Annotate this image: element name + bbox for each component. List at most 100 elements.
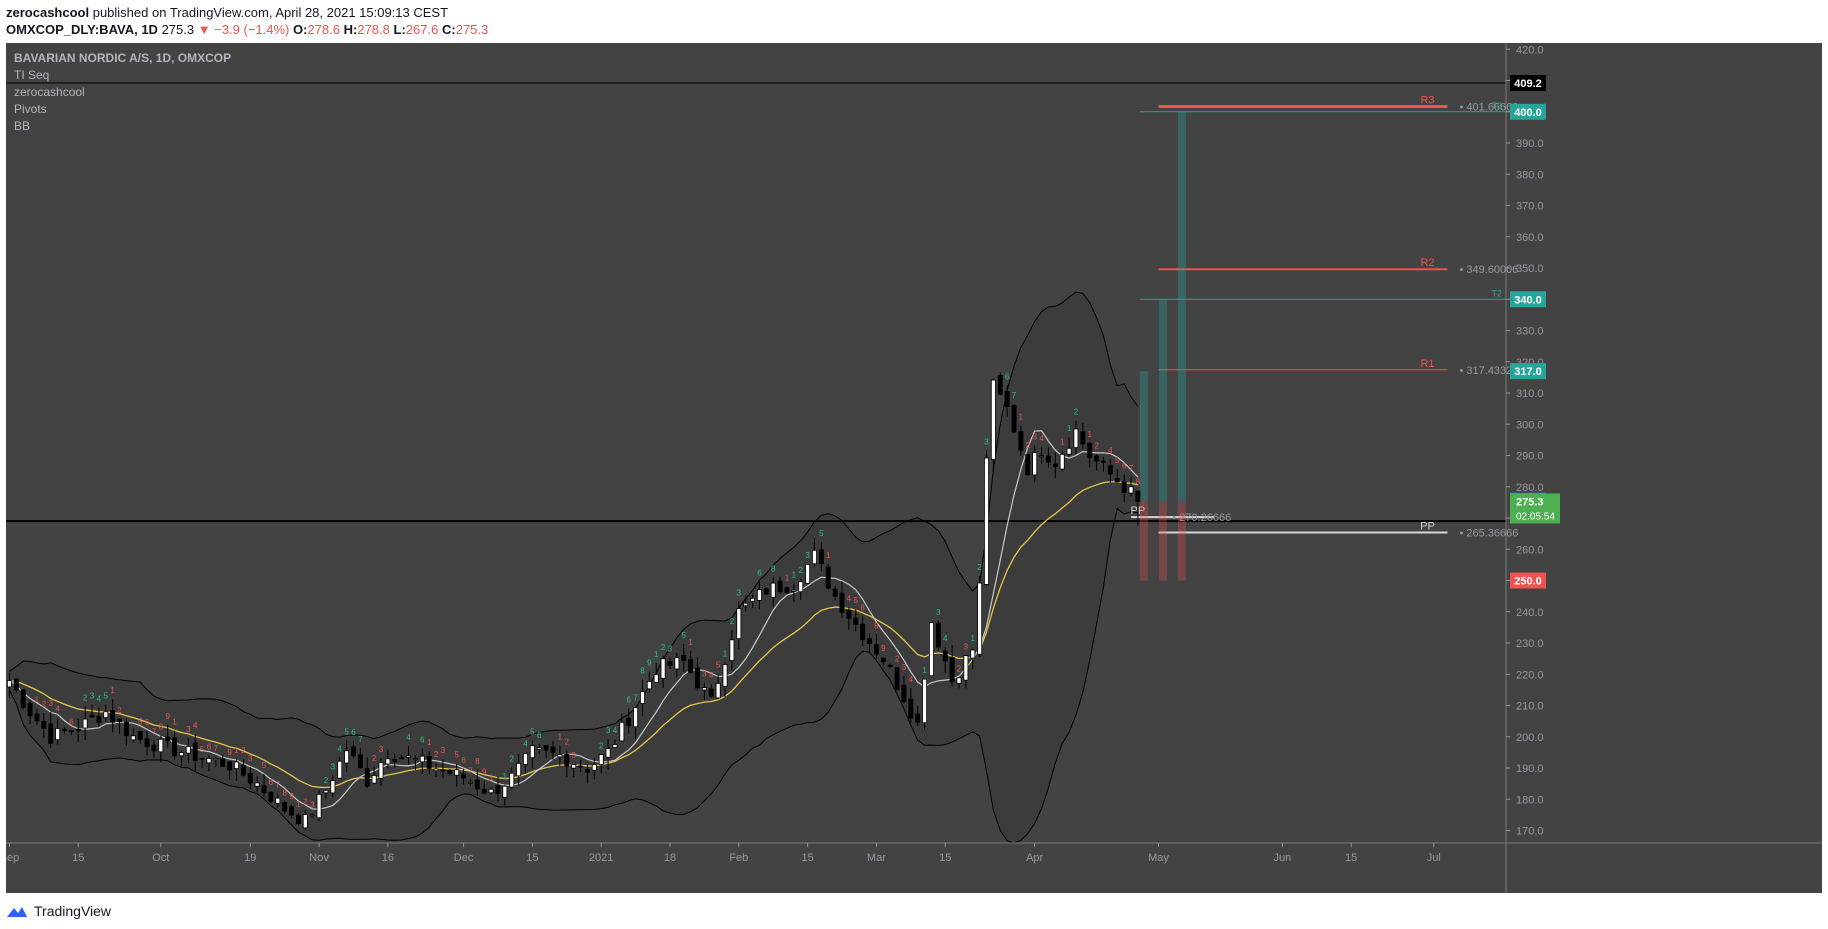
seq-count: 1 bbox=[35, 696, 40, 705]
candle bbox=[977, 575, 983, 657]
candle bbox=[812, 538, 817, 567]
stop-zone bbox=[1177, 501, 1186, 581]
candle bbox=[151, 740, 157, 758]
candle bbox=[330, 775, 336, 798]
bb-fill bbox=[9, 292, 1138, 844]
candle-body bbox=[1045, 455, 1051, 463]
candle bbox=[282, 801, 288, 815]
candle-body bbox=[963, 655, 969, 681]
seq-count: 7 bbox=[1012, 391, 1017, 400]
seq-count: 4 bbox=[406, 733, 411, 742]
candle-body bbox=[123, 721, 129, 737]
candle bbox=[1004, 385, 1010, 417]
seq-count: 2 bbox=[895, 655, 900, 664]
seq-count: 8 bbox=[159, 723, 164, 732]
pivot-label: R1 bbox=[1420, 358, 1434, 370]
candle bbox=[378, 758, 384, 786]
candle bbox=[990, 378, 996, 472]
candle bbox=[681, 644, 687, 672]
x-tick-label: Jul bbox=[1427, 852, 1441, 864]
seq-count: 1 bbox=[826, 551, 831, 560]
x-tick-label: Jun bbox=[1274, 852, 1292, 864]
x-tick-label: Feb bbox=[729, 852, 748, 864]
seq-count: 2 bbox=[1026, 441, 1031, 450]
candle-body bbox=[1114, 478, 1120, 483]
candle-body bbox=[873, 644, 879, 655]
candle bbox=[984, 450, 989, 587]
seq-count: 1 bbox=[922, 666, 927, 675]
position-tool[interactable]: T3 T2 bbox=[1139, 101, 1506, 581]
seq-count: 8 bbox=[771, 565, 776, 574]
candle-body bbox=[323, 789, 329, 794]
candle bbox=[433, 763, 439, 777]
countdown-text: 02:05:54 bbox=[1516, 511, 1555, 522]
candle bbox=[117, 718, 122, 734]
candle-body bbox=[20, 689, 26, 708]
candle bbox=[1052, 452, 1058, 479]
seq-count: 8 bbox=[282, 789, 287, 798]
author-name[interactable]: zerocashcool bbox=[6, 5, 90, 20]
candle bbox=[949, 644, 955, 687]
candle bbox=[172, 730, 178, 760]
candle bbox=[440, 759, 446, 779]
price-label: 340.0 bbox=[1510, 291, 1546, 308]
seq-count: 7 bbox=[152, 727, 157, 736]
candle bbox=[887, 663, 893, 669]
bollinger-bands bbox=[8, 291, 1139, 844]
target-zone bbox=[1158, 299, 1167, 502]
candle bbox=[447, 768, 453, 776]
candle-body bbox=[344, 750, 350, 764]
candle bbox=[1025, 454, 1031, 477]
candle bbox=[27, 699, 33, 725]
price-chart[interactable]: R3 • 401.66666 R2 • 349.60006 R1 • 317.43326 P… bbox=[0, 43, 1822, 893]
candle-body bbox=[584, 769, 590, 773]
legend-indicator-pivots[interactable]: Pivots bbox=[14, 102, 47, 116]
legend: BAVARIAN NORDIC A/S, 1D, OMXCOP TI Seq z… bbox=[14, 51, 231, 133]
brand-name[interactable]: TradingView bbox=[34, 903, 112, 919]
candle-body bbox=[867, 638, 872, 645]
seq-count: 7 bbox=[468, 766, 473, 775]
candle bbox=[351, 741, 356, 758]
candle bbox=[1039, 446, 1045, 464]
pivot-value: • 265.36666 bbox=[1460, 527, 1519, 539]
candle-body bbox=[220, 758, 226, 767]
candle bbox=[474, 770, 480, 795]
legend-indicator-zerocashcool[interactable]: zerocashcool bbox=[14, 85, 85, 99]
candle-body bbox=[887, 664, 893, 667]
candle-body bbox=[578, 765, 584, 768]
seq-count: 6 bbox=[145, 718, 150, 727]
candle-body bbox=[1032, 452, 1038, 476]
y-tick-label: 180.0 bbox=[1516, 794, 1544, 806]
seq-count: 3 bbox=[310, 800, 315, 809]
candle bbox=[1135, 490, 1141, 526]
seq-count: 5 bbox=[200, 745, 205, 754]
high-value: 278.8 bbox=[357, 22, 390, 37]
candle bbox=[495, 776, 501, 802]
seq-count: 5 bbox=[682, 631, 687, 640]
candle-body bbox=[130, 735, 136, 741]
candle bbox=[412, 755, 418, 771]
last-price-label: 275.3 02:05:54 bbox=[1510, 493, 1560, 524]
publish-line: zerocashcool published on TradingView.co… bbox=[6, 4, 1806, 21]
chart-panel[interactable]: R3 • 401.66666 R2 • 349.60006 R1 • 317.43326 P… bbox=[0, 43, 1822, 893]
legend-indicator-ti-seq[interactable]: TI Seq bbox=[14, 68, 49, 82]
candle-body bbox=[612, 744, 618, 748]
candle-body bbox=[832, 588, 838, 597]
y-tick-label: 290.0 bbox=[1516, 451, 1544, 463]
candle-body bbox=[557, 754, 563, 758]
candle-body bbox=[165, 736, 171, 742]
legend-indicator-bb[interactable]: BB bbox=[14, 119, 30, 133]
seq-count: 1 bbox=[503, 772, 508, 781]
candle-body bbox=[144, 738, 150, 747]
candles bbox=[6, 372, 1141, 830]
price-label-text: 250.0 bbox=[1514, 576, 1542, 588]
candle-body bbox=[357, 754, 363, 769]
candle-body bbox=[378, 762, 384, 779]
legend-title: BAVARIAN NORDIC A/S, 1D, OMXCOP bbox=[14, 51, 231, 65]
candle-body bbox=[502, 785, 508, 798]
candle bbox=[48, 711, 54, 748]
candle-body bbox=[770, 582, 776, 598]
seq-count: 5 bbox=[344, 728, 349, 737]
price-label-text: 400.0 bbox=[1514, 107, 1542, 119]
seq-count: 8 bbox=[475, 757, 480, 766]
